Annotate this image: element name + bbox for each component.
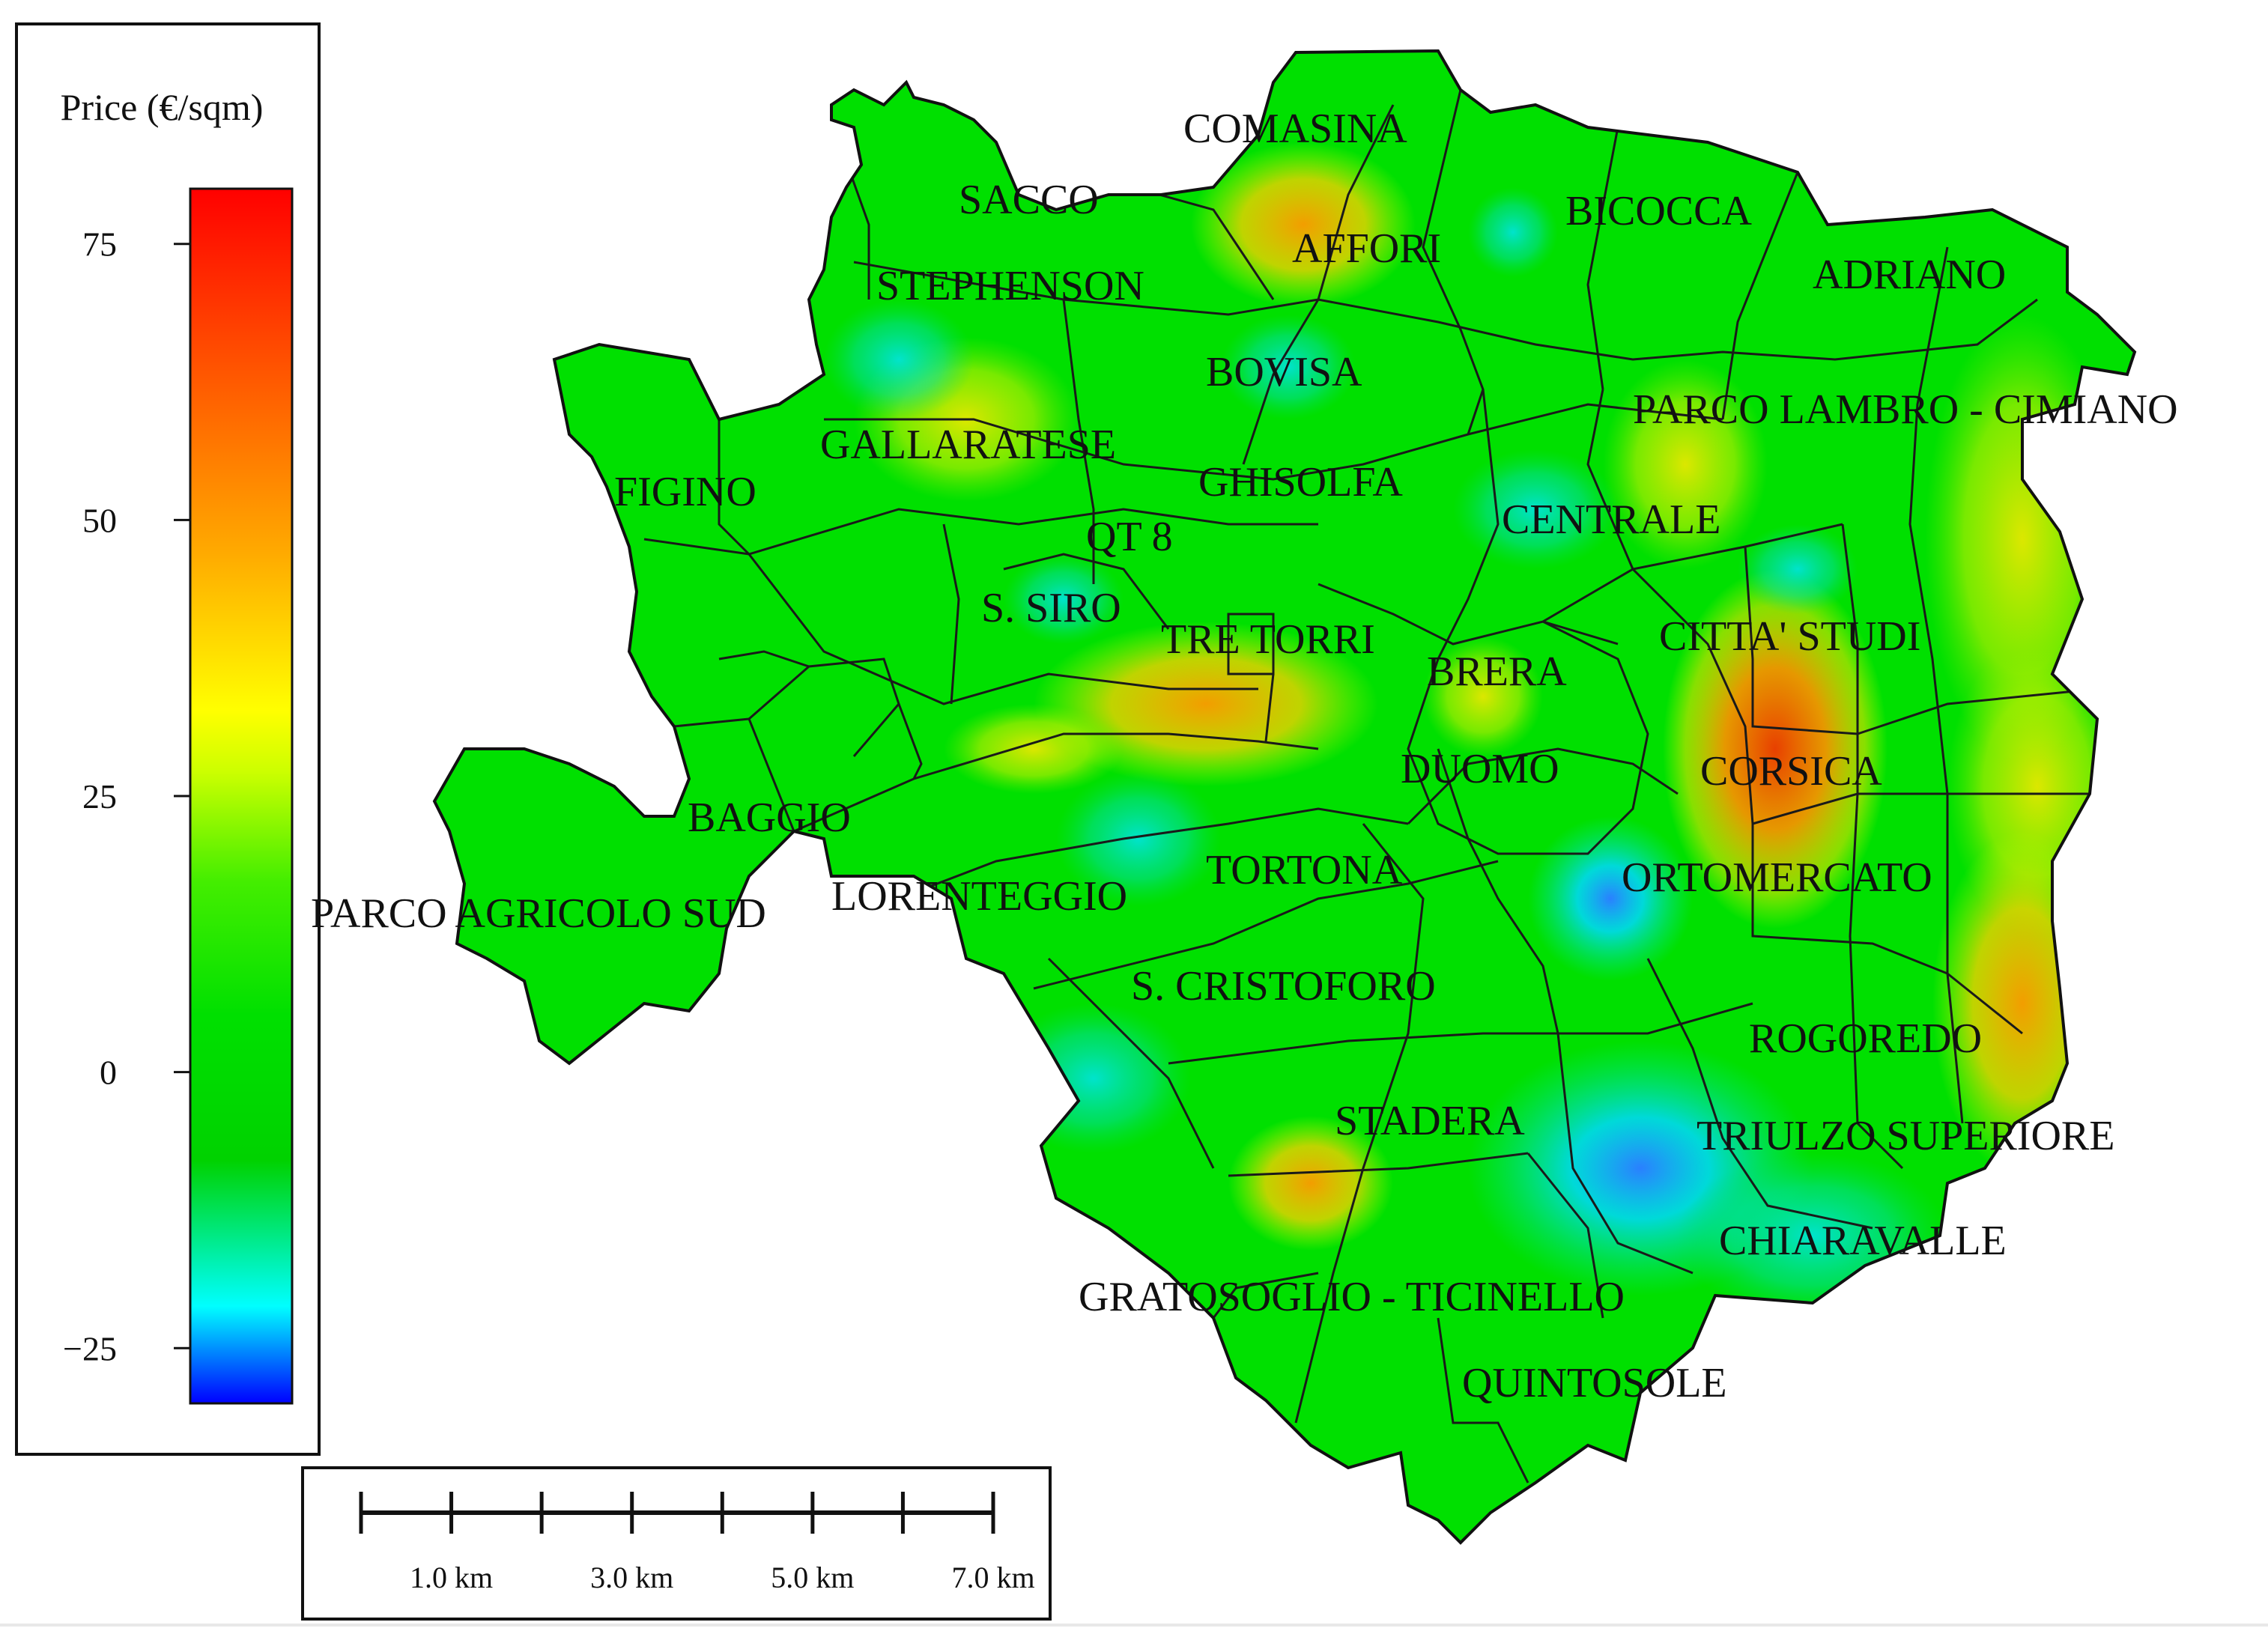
district-label-corsica: CORSICA [1700, 748, 1882, 795]
district-labels: COMASINA SACCO AFFORI BICOCCA STEPHENSON… [311, 106, 2178, 1406]
district-label-tortona: TORTONA [1206, 847, 1403, 893]
district-label-comasina: COMASINA [1183, 106, 1407, 152]
legend-ticks: 75 50 25 0 −25 [63, 225, 190, 1367]
district-label-baggio: BAGGIO [688, 795, 851, 841]
scale-bar-label: 7.0 km [951, 1561, 1034, 1594]
district-label-s-siro: S. SIRO [981, 585, 1121, 631]
heat-parco-lambro [1603, 359, 1768, 569]
district-label-parco-lambro-cimiano: PARCO LAMBRO - CIMIANO [1633, 386, 2178, 433]
district-label-quintosole: QUINTOSOLE [1462, 1360, 1727, 1406]
legend-tick-label: 0 [100, 1054, 117, 1092]
map: COMASINA SACCO AFFORI BICOCCA STEPHENSON… [311, 49, 2178, 1544]
scale-bar-label: 1.0 km [410, 1561, 493, 1594]
district-label-stadera: STADERA [1335, 1098, 1525, 1144]
bottom-rule [0, 1624, 2268, 1627]
district-label-tre-torri: TRE TORRI [1161, 616, 1375, 663]
district-boundaries [643, 89, 2098, 1483]
district-label-ortomercato: ORTOMERCATO [1622, 854, 1932, 901]
legend-tick-label: 25 [82, 777, 117, 816]
district-label-adriano: ADRIANO [1813, 252, 2006, 298]
cold-citta-studi [1738, 524, 1858, 614]
district-label-s-cristoforo: S. CRISTOFORO [1131, 963, 1436, 1009]
scale-bar: 1.0 km 3.0 km 5.0 km 7.0 km [301, 1466, 1052, 1621]
district-label-gallaratese: GALLARATESE [820, 422, 1116, 468]
cold-bovisa [1221, 315, 1356, 419]
district-label-sacco: SACCO [959, 177, 1099, 223]
district-label-bovisa: BOVISA [1206, 349, 1362, 395]
district-label-duomo: DUOMO [1401, 746, 1559, 792]
district-label-bicocca: BICOCCA [1565, 188, 1752, 234]
district-label-citta-studi: CITTA' STUDI [1659, 613, 1920, 660]
district-label-gratosoglio-ticinello: GRATOSOGLIO - TICINELLO [1079, 1274, 1625, 1320]
scale-bar-label: 3.0 km [590, 1561, 673, 1594]
district-label-rogoredo: ROGOREDO [1749, 1015, 1982, 1062]
cold-lorenteggio [1056, 771, 1221, 906]
district-label-ghisolfa: GHISOLFA [1198, 459, 1403, 505]
district-label-figino: FIGINO [614, 469, 756, 515]
legend-tick-label: 50 [82, 501, 117, 539]
district-label-chiaravalle: CHIARAVALLE [1719, 1218, 2007, 1264]
heat-corsica [1663, 569, 1888, 929]
heat-brera [1423, 637, 1543, 756]
legend-title: Price (€/sqm) [61, 86, 264, 128]
scale-ticks: 1.0 km 3.0 km 5.0 km 7.0 km [359, 1492, 1035, 1594]
legend: Price (€/sqm) 75 50 25 0 −25 [15, 22, 321, 1456]
heat-tortona-yellow [944, 704, 1124, 794]
scale-bar-frame [301, 1466, 1052, 1621]
district-label-triulzo-superiore: TRIULZO SUPERIORE [1697, 1113, 2114, 1159]
district-label-qt8: QT 8 [1086, 514, 1173, 560]
cold-stephenson [824, 300, 974, 419]
legend-tick-label: 75 [82, 225, 117, 264]
colorbar [189, 187, 294, 1405]
scale-bar-label: 5.0 km [771, 1561, 854, 1594]
district-label-brera: BRERA [1427, 649, 1567, 695]
district-label-affori: AFFORI [1292, 225, 1441, 272]
cold-centrale [1453, 449, 1618, 569]
district-label-lorenteggio: LORENTEGGIO [831, 873, 1127, 920]
heat-stadera [1228, 1116, 1393, 1251]
cold-ss-cristoforo [996, 1003, 1191, 1153]
district-label-stephenson: STEPHENSON [876, 263, 1144, 309]
heat-affori [1191, 142, 1416, 307]
cold-ortomercato [1528, 816, 1693, 981]
district-label-parco-agricolo-sud: PARCO AGRICOLO SUD [311, 890, 766, 937]
cold-bicocca [1468, 187, 1558, 277]
legend-tick-label: −25 [63, 1329, 117, 1367]
district-label-centrale: CENTRALE [1502, 496, 1720, 543]
